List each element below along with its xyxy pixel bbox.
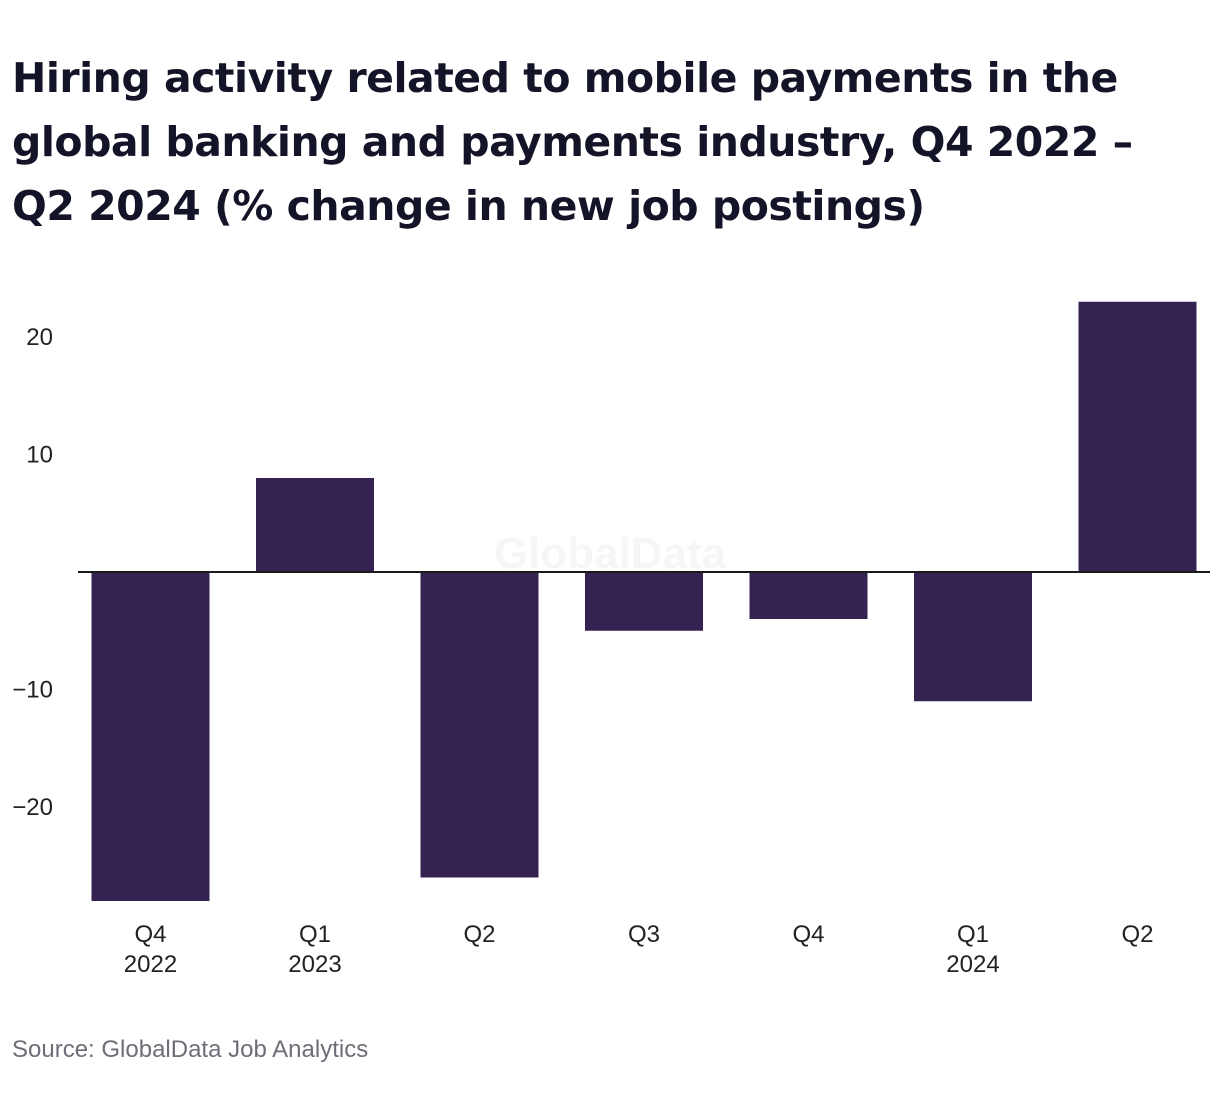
x-tick-year-label: 2022 — [124, 951, 177, 978]
y-tick-label: −10 — [12, 677, 53, 704]
bar — [1078, 301, 1197, 572]
watermark-logo: GlobalData — [494, 529, 727, 578]
bar — [256, 478, 374, 572]
bar — [91, 572, 210, 901]
y-tick-label: 10 — [26, 442, 53, 469]
x-tick-label: Q4 — [134, 921, 166, 948]
bars — [91, 301, 1197, 901]
y-tick-label: −20 — [12, 794, 53, 821]
x-tick-label: Q2 — [463, 921, 495, 948]
bar — [585, 572, 703, 631]
x-tick-label: Q4 — [792, 921, 824, 948]
x-tick-label: Q1 — [957, 921, 989, 948]
y-tick-label: 20 — [26, 324, 53, 351]
x-tick-label: Q1 — [299, 921, 331, 948]
y-axis-ticks: 20 10 −10 −20 — [12, 324, 53, 821]
bar — [749, 572, 868, 619]
chart-title: Hiring activity related to mobile paymen… — [12, 54, 1133, 230]
source-note: Source: GlobalData Job Analytics — [12, 1036, 369, 1063]
bar — [914, 572, 1032, 702]
bar — [420, 572, 539, 878]
x-axis-ticks: Q4 2022 Q1 2023 Q2 Q3 Q4 Q1 2024 Q2 — [124, 921, 1154, 978]
x-tick-label: Q3 — [628, 921, 660, 948]
x-tick-year-label: 2024 — [946, 951, 999, 978]
x-tick-year-label: 2023 — [288, 951, 341, 978]
x-tick-label: Q2 — [1121, 921, 1153, 948]
